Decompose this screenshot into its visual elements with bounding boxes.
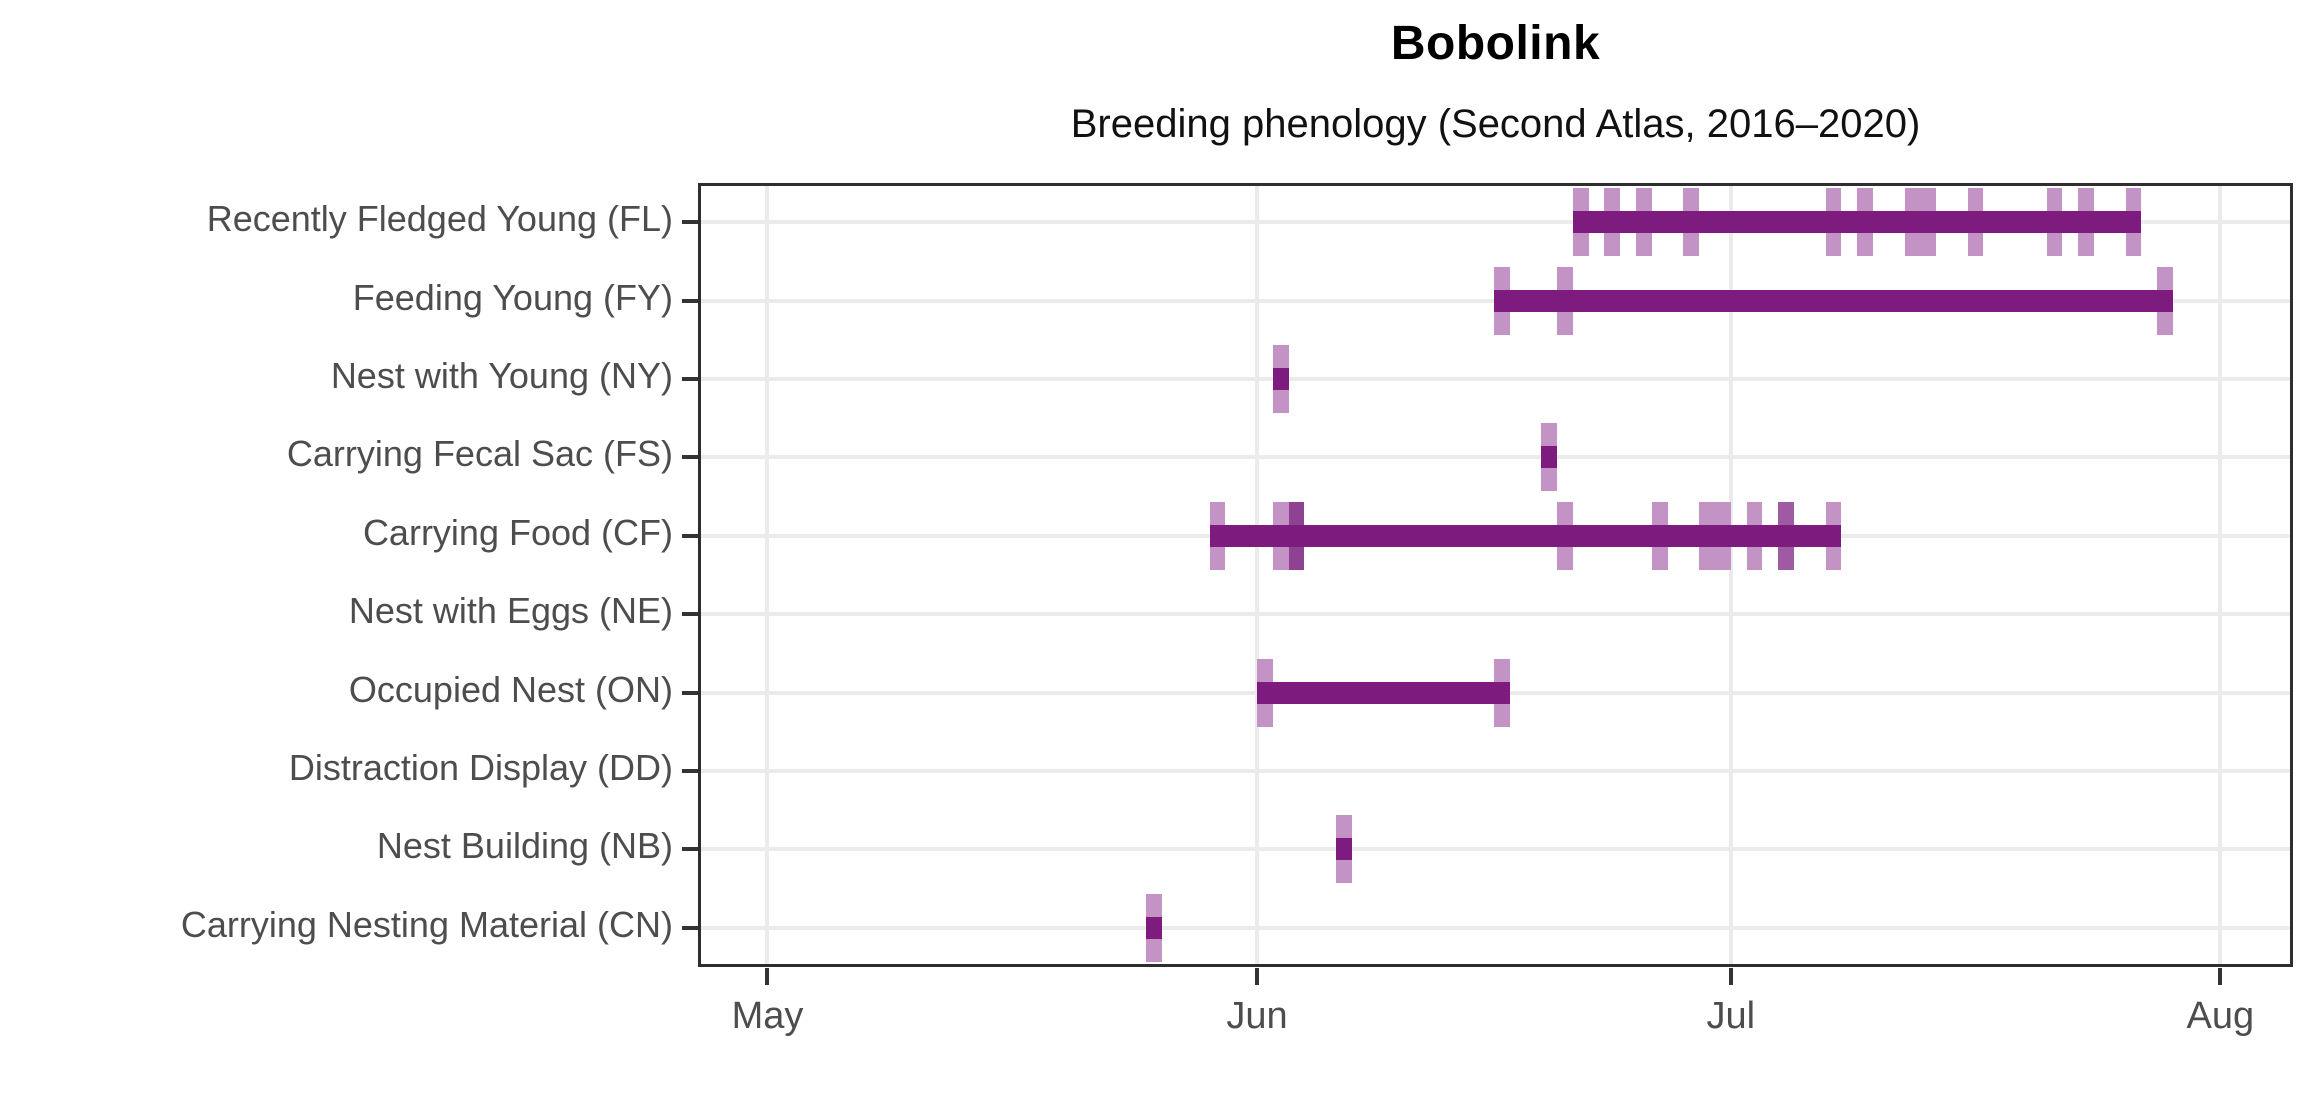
y-axis-tick-DD <box>682 769 698 773</box>
gridline-x-Jun <box>1255 183 1260 967</box>
y-axis-tick-FS <box>682 455 698 460</box>
row-gridline-DD <box>698 769 2293 773</box>
phenology-bar-ON <box>1257 681 1510 704</box>
y-axis-label-NE: Nest with Eggs (NE) <box>348 590 673 632</box>
y-axis-tick-NB <box>682 847 698 852</box>
phenology-bar-FS <box>1541 446 1558 469</box>
gridline-x-Aug <box>2218 183 2223 967</box>
plot-panel <box>698 183 2293 967</box>
y-axis-tick-FY <box>682 298 698 303</box>
row-gridline-NE <box>698 612 2293 617</box>
phenology-bar-NB <box>1336 838 1352 861</box>
y-axis-tick-ON <box>682 690 698 695</box>
x-axis-tick-Jun <box>1255 968 1260 985</box>
row-gridline-FS <box>698 455 2293 460</box>
x-axis-tick-Aug <box>2218 968 2223 985</box>
x-tick-label-Aug: Aug <box>2186 995 2255 1037</box>
phenology-bar-FL <box>1572 211 2142 234</box>
x-tick-label-Jul: Jul <box>1706 995 1756 1037</box>
y-axis-tick-FL <box>682 220 698 225</box>
y-axis-label-FY: Feeding Young (FY) <box>352 276 673 318</box>
row-gridline-NY <box>698 377 2293 381</box>
phenology-bar-CF <box>1209 524 1842 547</box>
phenology-bar-FY <box>1493 289 2173 312</box>
y-axis-label-NY: Nest with Young (NY) <box>330 355 673 396</box>
x-axis-tick-May <box>765 968 770 985</box>
phenology-bar-NY <box>1272 368 1289 390</box>
phenology-bar-CN <box>1146 916 1163 939</box>
gridline-x-Jul <box>1728 183 1733 967</box>
x-tick-label-May: May <box>731 995 804 1037</box>
x-axis-tick-Jul <box>1728 968 1733 985</box>
row-gridline-NB <box>698 847 2293 852</box>
y-axis-label-NB: Nest Building (NB) <box>376 825 673 867</box>
y-axis-label-FS: Carrying Fecal Sac (FS) <box>286 433 673 475</box>
chart-title: Bobolink <box>1390 17 1601 70</box>
row-gridline-CN <box>698 925 2293 930</box>
y-axis-label-FL: Recently Fledged Young (FL) <box>206 198 673 240</box>
chart-subtitle: Breeding phenology (Second Atlas, 2016–2… <box>1070 102 1921 146</box>
y-axis-tick-CN <box>682 925 698 930</box>
y-axis-tick-NY <box>682 377 698 381</box>
row-gridline-FL <box>698 220 2293 225</box>
y-axis-label-CF: Carrying Food (CF) <box>362 511 673 553</box>
y-axis-label-CN: Carrying Nesting Material (CN) <box>180 903 673 945</box>
gridline-x-May <box>765 183 770 967</box>
y-axis-label-ON: Occupied Nest (ON) <box>348 668 673 710</box>
y-axis-tick-NE <box>682 612 698 617</box>
x-tick-label-Jun: Jun <box>1226 995 1288 1037</box>
y-axis-label-DD: Distraction Display (DD) <box>288 747 673 788</box>
y-axis-tick-CF <box>682 533 698 538</box>
